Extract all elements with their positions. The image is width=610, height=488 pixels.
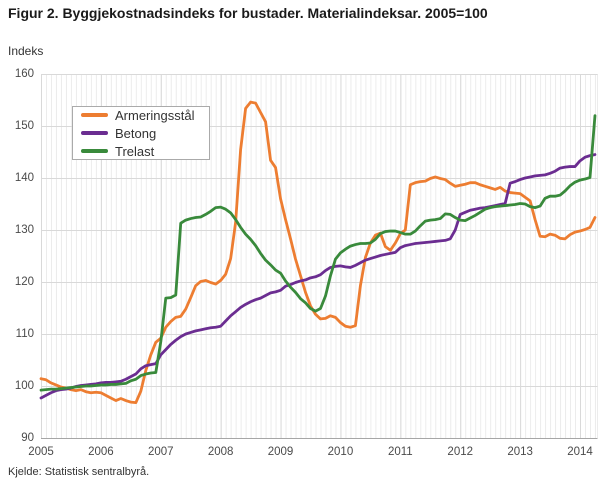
y-tick-label: 110: [15, 328, 34, 340]
y-tick-label: 140: [14, 172, 34, 184]
y-axis-title: Indeks: [8, 44, 44, 58]
legend-label-trelast: Trelast: [115, 143, 155, 159]
y-tick-label: 130: [14, 224, 34, 236]
legend-swatch-betong: [81, 131, 108, 135]
y-tick-label: 150: [14, 120, 34, 132]
y-tick-label: 120: [14, 276, 34, 288]
series-line-armeringsstål: [39, 100, 597, 405]
legend-swatch-trelast: [81, 149, 108, 153]
legend-swatch-armeringsstal: [81, 113, 108, 117]
x-tick-label: 2014: [567, 446, 593, 458]
x-tick-label: 2011: [387, 446, 413, 458]
series-line-betong: [39, 153, 597, 400]
legend: Armeringsstål Betong Trelast: [72, 106, 210, 160]
legend-item-trelast[interactable]: Trelast: [73, 143, 209, 159]
legend-item-betong[interactable]: Betong: [73, 125, 209, 141]
source-note: Kjelde: Statistisk sentralbyrå.: [8, 466, 150, 478]
x-tick-label: 2010: [327, 446, 354, 458]
legend-label-betong: Betong: [115, 125, 157, 141]
x-tick-label: 2006: [88, 446, 114, 458]
x-tick-label: 2013: [507, 446, 533, 458]
x-tick-label: 2008: [207, 446, 234, 458]
y-tick-label: 100: [14, 380, 34, 392]
x-tick-label: 2009: [267, 446, 294, 458]
y-tick-label: 90: [21, 432, 34, 444]
x-tick-label: 2012: [447, 446, 474, 458]
figure-title: Figur 2. Byggjekostnadsindeks for bustad…: [8, 5, 488, 21]
y-tick-label: 160: [14, 68, 34, 80]
x-tick-label: 2007: [147, 446, 174, 458]
x-tick-label: 2005: [28, 446, 54, 458]
legend-label-armeringsstal: Armeringsstål: [115, 107, 195, 123]
legend-item-armeringsstal[interactable]: Armeringsstål: [73, 107, 209, 123]
series-line-trelast: [39, 114, 597, 392]
